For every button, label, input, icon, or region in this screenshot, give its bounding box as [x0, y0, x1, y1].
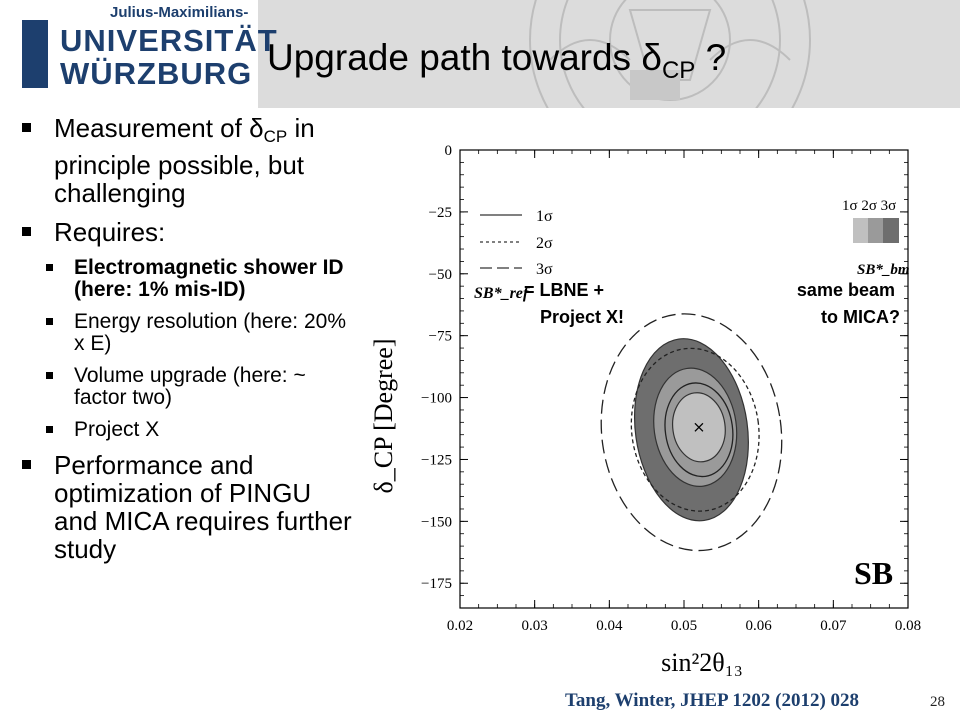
x-tick-label: 0.04: [596, 618, 623, 634]
sub-bullet-volume: Volume upgrade (here: ~ factor two): [22, 365, 352, 409]
legend-label-1sigma: 1σ: [536, 208, 553, 225]
bullet-measurement: Measurement of δCP in principle possible…: [22, 114, 352, 207]
sub-bullet-square-icon: [46, 318, 53, 325]
sub-bullet-projectx: Project X: [22, 419, 352, 441]
logo-top-text: Julius-Maximilians-: [110, 4, 249, 21]
y-tick-label: −125: [421, 452, 452, 468]
page-number: 28: [930, 694, 945, 710]
annotation-bm-line2: to MICA?: [821, 307, 900, 327]
annotation-ref-line2: Project X!: [540, 307, 624, 327]
bullet-requires-text: Requires:: [54, 217, 166, 247]
legend-bm-swatch-1sigma: [853, 218, 868, 243]
bullet-delta: δ: [249, 113, 264, 143]
annotation-ref: = LBNE + Project X!: [524, 280, 624, 327]
sub-bullet-square-icon: [46, 426, 53, 433]
x-tick-label: 0.08: [895, 618, 921, 634]
seal-watermark: [529, 0, 811, 108]
panel-label: SB: [854, 555, 893, 591]
slide-title: Upgrade path towards δCP ?: [267, 37, 726, 85]
contour-sb-ref-3-: [600, 313, 783, 552]
y-tick-label: −175: [421, 576, 452, 592]
bullet-measurement-text: Measurement of: [54, 113, 250, 143]
bullet-cp-sub: CP: [263, 127, 288, 146]
title-end: ?: [695, 37, 727, 78]
header-band: Julius-Maximilians- UNIVERSITÄT WÜRZBURG…: [0, 0, 960, 108]
sub-bullet-energy-text: Energy resolution (here: 20% x E): [74, 310, 346, 355]
logo-line1: UNIVERSITÄT: [60, 23, 278, 58]
y-tick-label: −50: [429, 267, 452, 283]
x-ticks: 0.02 0.03 0.04 0.05 0.06 0.07 0.08: [447, 150, 921, 634]
contour-sb-ref-2-: [630, 347, 760, 512]
bullet-list: Measurement of δCP in principle possible…: [22, 114, 352, 574]
legend-ref: 1σ 2σ 3σ SB*_ref: [474, 208, 553, 302]
bullet-square-icon: [22, 460, 31, 469]
contour-layer: [600, 313, 783, 552]
legend-ref-name: SB*_ref: [474, 285, 530, 302]
title-delta: δ: [641, 37, 662, 78]
y-tick-label: −100: [421, 391, 452, 407]
legend-label-3sigma: 3σ: [536, 261, 553, 278]
bullet-performance-text: Performance and optimization of PINGU an…: [54, 450, 352, 564]
sub-bullet-square-icon: [46, 264, 53, 271]
annotation-bm: same beam to MICA?: [797, 280, 900, 327]
sub-bullet-shower-text: Electromagnetic shower ID (here: 1% mis-…: [74, 256, 344, 301]
contour-sb-ref-1-: [664, 382, 734, 478]
legend-bm-swatch-3sigma: [883, 218, 899, 243]
sub-bullet-energy: Energy resolution (here: 20% x E): [22, 311, 352, 355]
legend-bm: 1σ 2σ 3σ SB*_bm: [842, 198, 910, 278]
bullet-requires: Requires:: [22, 218, 352, 246]
citation: Tang, Winter, JHEP 1202 (2012) 028: [565, 690, 860, 711]
sub-bullet-shower-id: Electromagnetic shower ID (here: 1% mis-…: [22, 257, 352, 301]
x-tick-label: 0.05: [671, 618, 697, 634]
legend-bm-swatch-2sigma: [868, 218, 883, 243]
best-fit-cross-b: [694, 422, 704, 432]
bullet-performance: Performance and optimization of PINGU an…: [22, 451, 352, 563]
y-tick-label: −150: [421, 514, 452, 530]
x-tick-label: 0.07: [820, 618, 847, 634]
sub-bullet-volume-text: Volume upgrade (here: ~ factor two): [74, 364, 306, 409]
title-main: Upgrade path towards: [267, 37, 642, 78]
x-axis-label: sin²2θ₁₃: [661, 648, 743, 677]
logo-line2: WÜRZBURG: [60, 56, 253, 91]
annotation-ref-line1: = LBNE +: [524, 280, 604, 300]
y-axis-label: δ_CP [Degree]: [369, 339, 398, 494]
x-tick-label: 0.06: [746, 618, 773, 634]
legend-label-2sigma: 2σ: [536, 235, 553, 252]
best-fit-marker: [694, 422, 704, 432]
university-logo: Julius-Maximilians- UNIVERSITÄT WÜRZBURG: [0, 0, 277, 108]
x-tick-label: 0.03: [522, 618, 548, 634]
y-tick-label: 0: [445, 143, 453, 159]
annotation-bm-line1: same beam: [797, 280, 895, 300]
legend-bm-labels: 1σ 2σ 3σ: [842, 198, 896, 214]
legend-bm-name: SB*_bm: [857, 262, 910, 278]
title-sub: CP: [661, 57, 696, 84]
logo-bar-icon: [22, 20, 48, 88]
sub-bullet-square-icon: [46, 372, 53, 379]
y-tick-label: −75: [429, 329, 452, 345]
bullet-square-icon: [22, 227, 31, 236]
x-tick-label: 0.02: [447, 618, 473, 634]
bullet-square-icon: [22, 123, 31, 132]
y-ticks: 0 −25 −50 −75 −100 −125 −150 −175: [421, 143, 908, 609]
sub-bullet-projectx-text: Project X: [74, 418, 160, 441]
y-tick-label: −25: [429, 205, 452, 221]
contour-chart: 0.02 0.03 0.04 0.05 0.06 0.07 0.08 0 −25 −50 −75 −…: [369, 143, 921, 677]
bullet-measurement-rest: in principle possible, but challenging: [54, 113, 315, 208]
